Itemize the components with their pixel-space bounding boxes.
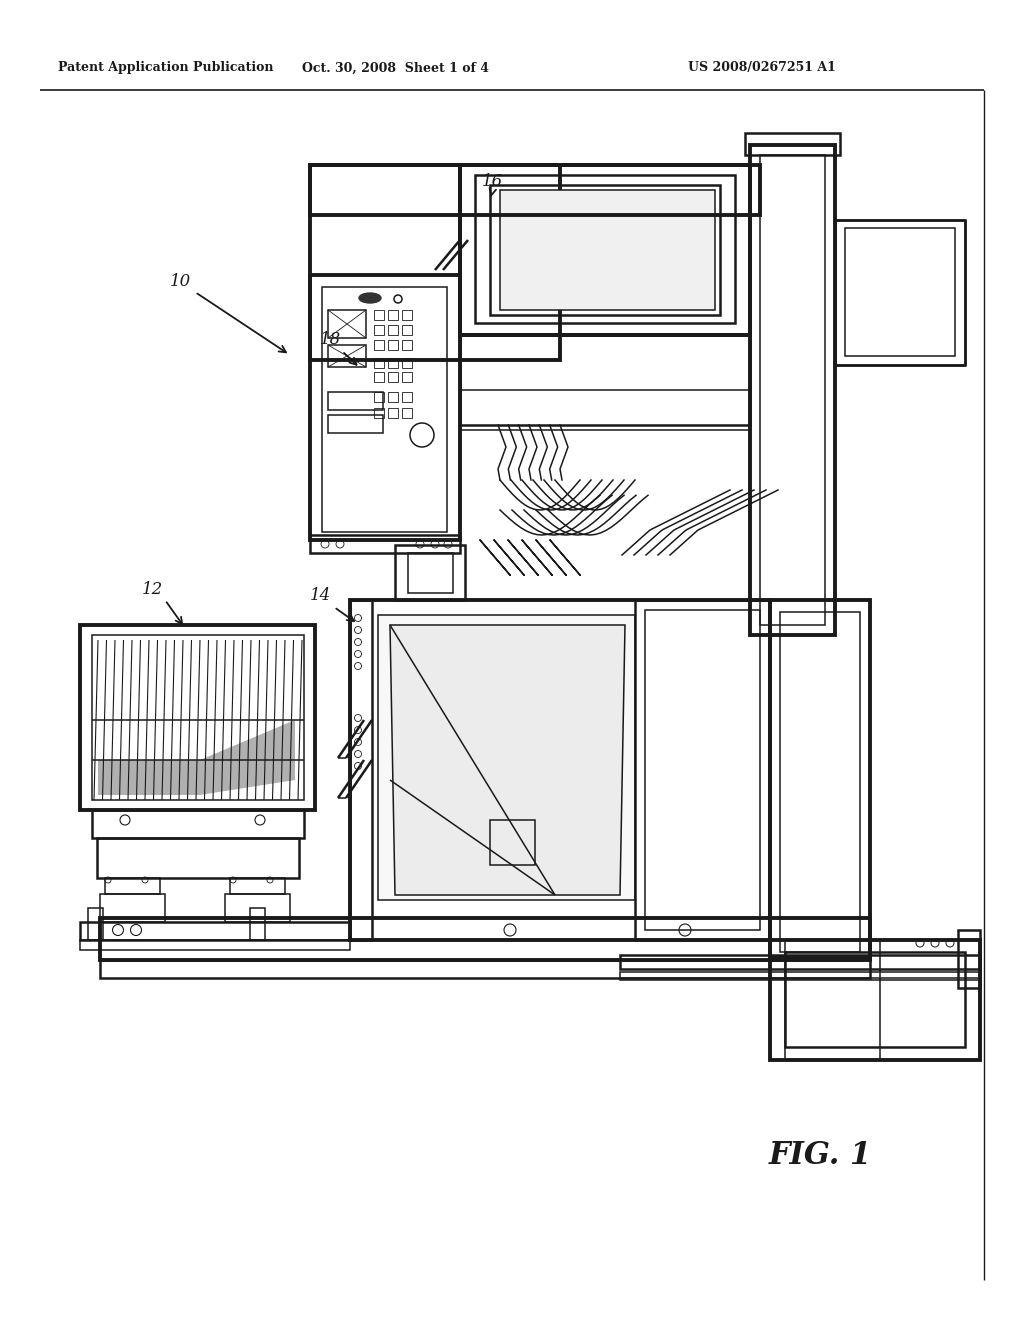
Bar [402, 325, 412, 335]
Bar [374, 325, 384, 335]
Bar [395, 545, 465, 601]
Bar [402, 310, 412, 319]
Bar [88, 908, 103, 940]
Bar [374, 372, 384, 381]
Bar [250, 908, 265, 940]
Bar [350, 601, 372, 940]
Bar [322, 286, 447, 532]
Bar [490, 820, 535, 865]
Bar [835, 220, 965, 366]
Bar [328, 392, 383, 411]
Bar [328, 345, 366, 367]
Bar [80, 940, 350, 950]
Bar [645, 610, 760, 931]
Bar [388, 392, 398, 403]
Bar [328, 414, 383, 433]
Text: US 2008/0267251 A1: US 2008/0267251 A1 [688, 62, 836, 74]
Bar [475, 176, 735, 323]
Bar [402, 408, 412, 418]
Bar [845, 228, 955, 356]
Text: Patent Application Publication: Patent Application Publication [58, 62, 273, 74]
Bar [770, 940, 980, 1060]
Bar [374, 341, 384, 350]
Polygon shape [378, 615, 635, 900]
Bar [780, 612, 860, 952]
Bar [350, 601, 770, 940]
Bar [225, 894, 290, 921]
Bar [460, 335, 750, 425]
Text: 16: 16 [481, 173, 503, 190]
Bar [958, 931, 980, 987]
Bar [388, 358, 398, 368]
Bar [460, 165, 750, 335]
Bar [500, 190, 715, 310]
Bar [760, 154, 825, 624]
Bar [92, 810, 304, 838]
Bar [374, 310, 384, 319]
Bar [402, 341, 412, 350]
Ellipse shape [359, 293, 381, 304]
Bar [100, 917, 870, 960]
Bar [100, 960, 870, 978]
Bar [374, 408, 384, 418]
Bar [92, 635, 304, 800]
Bar [408, 553, 453, 593]
Bar [230, 878, 285, 894]
Bar [374, 392, 384, 403]
Bar [80, 921, 350, 940]
Bar [490, 185, 720, 315]
Bar [785, 952, 965, 1047]
Bar [770, 601, 870, 958]
Bar [328, 310, 366, 338]
Bar [402, 372, 412, 381]
Text: Oct. 30, 2008  Sheet 1 of 4: Oct. 30, 2008 Sheet 1 of 4 [301, 62, 488, 74]
Polygon shape [390, 624, 625, 895]
Bar [635, 601, 770, 940]
Bar [105, 878, 160, 894]
Polygon shape [200, 719, 295, 795]
Bar [310, 165, 760, 215]
Bar [750, 145, 835, 635]
Bar [374, 358, 384, 368]
Bar [80, 624, 315, 810]
Bar [310, 165, 560, 360]
Bar [745, 133, 840, 154]
Bar [310, 275, 460, 540]
Bar [460, 389, 750, 430]
Text: 12: 12 [141, 582, 163, 598]
Bar [388, 310, 398, 319]
Text: 14: 14 [309, 587, 331, 605]
Text: FIG. 1: FIG. 1 [768, 1139, 871, 1171]
Bar [388, 341, 398, 350]
Bar [97, 838, 299, 878]
Bar [388, 325, 398, 335]
Bar [388, 408, 398, 418]
Bar [402, 358, 412, 368]
Text: 10: 10 [169, 273, 190, 290]
Bar [402, 392, 412, 403]
Polygon shape [98, 760, 200, 795]
Bar [310, 535, 460, 553]
Text: 18: 18 [319, 331, 341, 348]
Bar [620, 972, 980, 979]
Bar [620, 954, 980, 969]
Bar [388, 372, 398, 381]
Bar [100, 894, 165, 921]
